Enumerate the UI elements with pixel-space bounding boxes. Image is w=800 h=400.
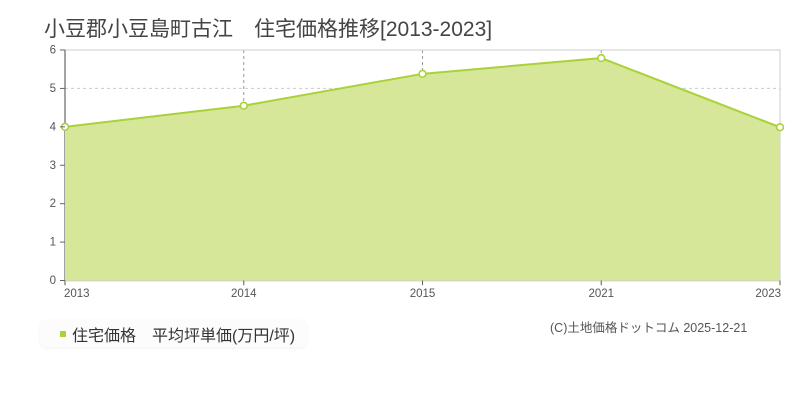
svg-text:3: 3 [50,160,56,172]
svg-text:2: 2 [50,198,56,210]
svg-text:6: 6 [50,45,56,57]
svg-text:0: 0 [50,275,56,287]
svg-text:2013: 2013 [64,288,90,300]
svg-text:1: 1 [50,237,56,249]
svg-text:2015: 2015 [410,288,436,300]
svg-text:2023: 2023 [755,288,781,300]
svg-text:4: 4 [50,121,57,133]
svg-text:5: 5 [50,83,56,95]
svg-text:2021: 2021 [588,288,614,300]
svg-text:2014: 2014 [231,288,257,300]
